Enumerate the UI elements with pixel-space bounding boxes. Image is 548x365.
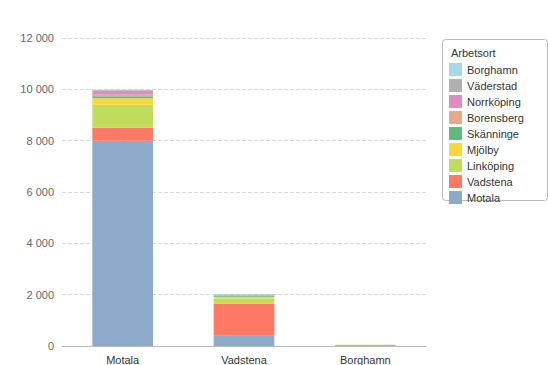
svg-text:4 000: 4 000 xyxy=(26,237,54,249)
svg-text:2 000: 2 000 xyxy=(26,289,54,301)
svg-text:Borghamn: Borghamn xyxy=(340,354,391,365)
svg-text:Arbetsort: Arbetsort xyxy=(451,47,496,59)
svg-text:Motala: Motala xyxy=(106,354,140,365)
svg-text:6 000: 6 000 xyxy=(26,186,54,198)
svg-text:8 000: 8 000 xyxy=(26,135,54,147)
svg-text:Vadstena: Vadstena xyxy=(221,354,268,365)
svg-text:Norrköping: Norrköping xyxy=(467,96,521,108)
svg-text:Mjölby: Mjölby xyxy=(467,144,499,156)
svg-text:Borensberg: Borensberg xyxy=(467,112,524,124)
svg-text:Väderstad: Väderstad xyxy=(467,80,517,92)
svg-text:12 000: 12 000 xyxy=(20,32,54,44)
svg-text:0: 0 xyxy=(48,340,54,352)
svg-text:Motala: Motala xyxy=(467,192,501,204)
svg-text:Borghamn: Borghamn xyxy=(467,64,518,76)
svg-text:Vadstena: Vadstena xyxy=(467,176,514,188)
svg-text:Skänninge: Skänninge xyxy=(467,128,519,140)
svg-text:10 000: 10 000 xyxy=(20,83,54,95)
svg-text:Linköping: Linköping xyxy=(467,160,514,172)
